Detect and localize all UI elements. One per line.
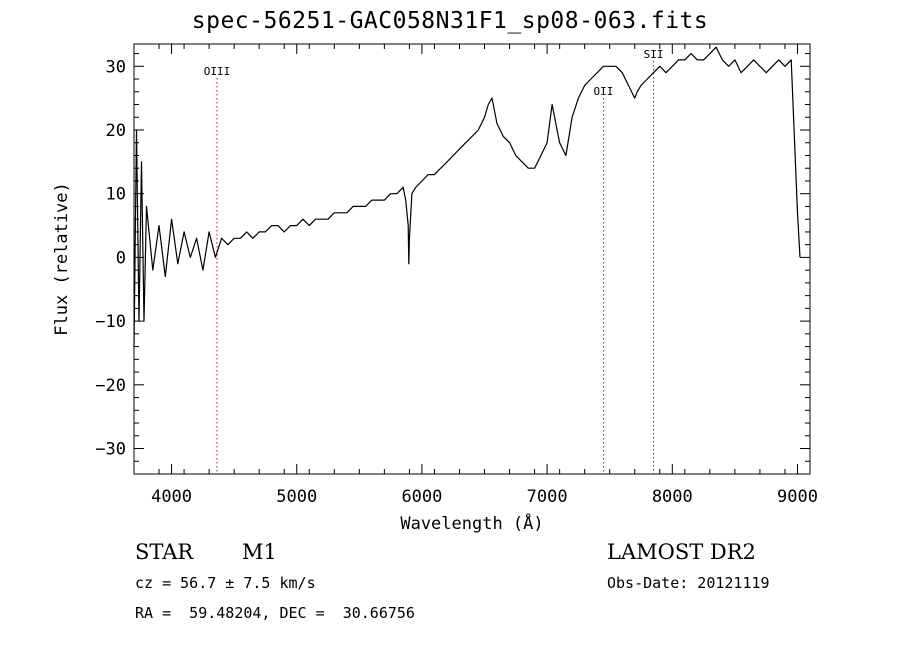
spectrum-series	[133, 46, 801, 347]
y-tick-label: −10	[95, 312, 126, 332]
spectrum-line	[133, 46, 801, 347]
y-tick-label: 20	[106, 121, 126, 141]
y-tick-label: 0	[116, 248, 126, 268]
y-tick-label: −20	[95, 376, 126, 396]
y-tick-label: 10	[106, 185, 126, 205]
axes: 4000 5000 6000 7000 8000 9000 −30 −20 −10 0 10 20 30…	[52, 43, 818, 534]
plot-frame	[133, 43, 811, 475]
x-tick-label: 6000	[401, 487, 442, 507]
line-marker-label-sii: SII	[644, 48, 664, 61]
star-class-label: STAR	[135, 540, 194, 564]
coordinates-label: RA = 59.48204, DEC = 30.66756	[135, 604, 415, 622]
x-tick-label: 7000	[527, 487, 568, 507]
chart-title: spec-56251-GAC058N31F1_sp08-063.fits	[191, 8, 709, 34]
x-tick-label: 9000	[777, 487, 818, 507]
redshift-label: cz = 56.7 ± 7.5 km/s	[135, 574, 316, 592]
line-markers: OIII OII SII	[204, 48, 664, 474]
survey-label: LAMOST DR2	[607, 540, 756, 564]
y-tick-label: 30	[106, 57, 126, 77]
x-tick-label: 8000	[652, 487, 693, 507]
y-axis-label: Flux (relative)	[52, 182, 72, 336]
x-tick-label: 4000	[151, 487, 192, 507]
obs-date-label: Obs-Date: 20121119	[607, 574, 770, 592]
line-marker-label-oii: OII	[594, 85, 614, 98]
star-subclass-label: M1	[242, 540, 277, 564]
line-marker-label-oiii: OIII	[204, 65, 231, 78]
y-tick-label: −30	[95, 440, 126, 460]
x-tick-label: 5000	[276, 487, 317, 507]
x-axis-label: Wavelength (Å)	[400, 512, 543, 534]
